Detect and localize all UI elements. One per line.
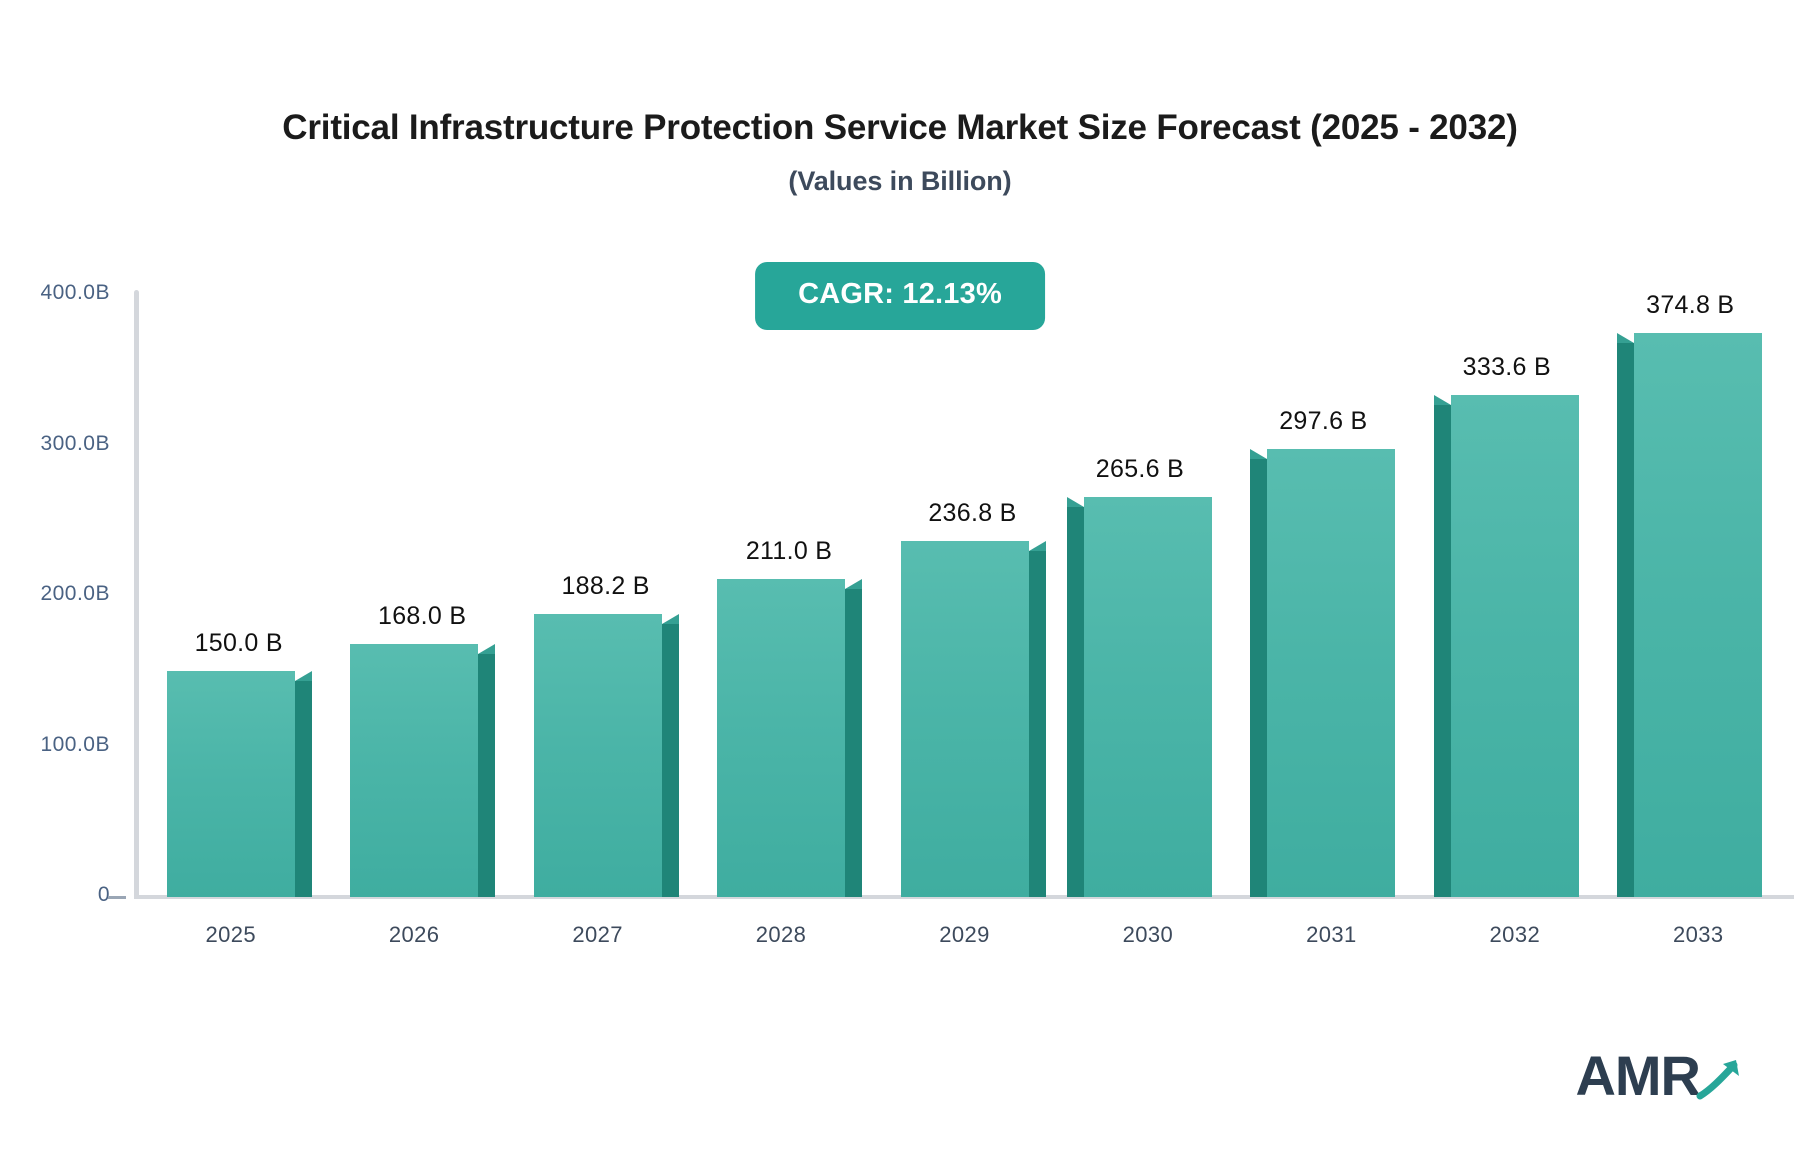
- growth-arrow-icon: [1696, 1056, 1742, 1102]
- bar-face: [166, 671, 295, 897]
- bar-3d-top: [294, 671, 312, 682]
- y-axis-tick-label: 100.0B: [40, 732, 110, 756]
- x-axis-tick-label: 2032: [1489, 922, 1541, 947]
- bar-face: [1634, 332, 1763, 897]
- bar: [533, 613, 679, 897]
- bar-3d-side: [845, 589, 863, 897]
- bar-value-label: 297.6 B: [1279, 407, 1368, 436]
- chart-subtitle: (Values in Billion): [788, 166, 1012, 197]
- bar-3d-side: [661, 623, 679, 897]
- bar-face: [717, 579, 846, 897]
- bar-3d-top: [1066, 497, 1084, 508]
- bar-value-label: 236.8 B: [928, 498, 1017, 527]
- bar-3d-top: [845, 579, 863, 590]
- x-axis-tick-label: 2030: [1122, 922, 1174, 947]
- bar-value-label: 211.0 B: [745, 537, 833, 566]
- y-axis-line: [134, 290, 139, 898]
- bar-face: [533, 613, 662, 897]
- x-axis-tick-label: 2031: [1306, 922, 1357, 947]
- bar: [717, 579, 863, 897]
- bar-value-label: 150.0 B: [194, 629, 283, 658]
- amr-logo: AMR: [1575, 1048, 1742, 1104]
- bar-face: [350, 644, 479, 897]
- x-axis-line: [134, 895, 1794, 899]
- cagr-badge: CAGR: 12.13%: [755, 262, 1045, 330]
- bar-3d-top: [1250, 449, 1268, 460]
- bar-value-label: 188.2 B: [561, 571, 650, 600]
- bar-face: [1450, 394, 1579, 897]
- bar-3d-side: [1066, 507, 1084, 897]
- bar: [900, 540, 1046, 897]
- bar: [1066, 497, 1212, 897]
- bar: [1433, 394, 1579, 897]
- bar-3d-side: [294, 681, 312, 897]
- bar: [350, 644, 496, 897]
- bar-value-label: 168.0 B: [378, 602, 467, 631]
- bar-face: [1267, 449, 1396, 897]
- bar-face: [1083, 497, 1212, 897]
- bar-3d-top: [1028, 540, 1046, 551]
- y-axis-tick-label: 300.0B: [40, 431, 110, 455]
- bar-3d-side: [1433, 404, 1451, 897]
- x-axis-tick-label: 2029: [939, 922, 990, 947]
- bar-value-label: 265.6 B: [1095, 455, 1185, 484]
- bar: [166, 671, 312, 897]
- bar-3d-top: [661, 613, 679, 624]
- bar-3d-side: [1028, 550, 1046, 897]
- y-axis-tick-mark: [108, 896, 126, 899]
- x-axis-tick-label: 2025: [205, 922, 256, 947]
- bar-3d-top: [1617, 332, 1635, 343]
- bar: [1250, 449, 1396, 897]
- bar-3d-side: [1250, 459, 1268, 897]
- x-axis-tick-label: 2028: [755, 922, 807, 947]
- bar: [1617, 332, 1763, 897]
- x-axis-tick-label: 2027: [572, 922, 623, 947]
- chart-title: Critical Infrastructure Protection Servi…: [282, 108, 1518, 147]
- title-block: Critical Infrastructure Protection Servi…: [0, 108, 1800, 197]
- bar-3d-top: [478, 644, 496, 655]
- bar-3d-side: [478, 654, 496, 897]
- amr-logo-text: AMR: [1575, 1044, 1701, 1107]
- y-axis-tick-label: 400.0B: [40, 281, 110, 304]
- x-axis-tick-label: 2026: [388, 922, 440, 947]
- bar-value-label: 374.8 B: [1646, 290, 1735, 319]
- x-axis-tick-label: 2033: [1672, 922, 1724, 947]
- bar-3d-side: [1617, 342, 1635, 897]
- bar-3d-top: [1433, 394, 1451, 405]
- y-axis-tick-label: 0: [97, 883, 110, 906]
- y-axis-tick-label: 200.0B: [40, 582, 110, 605]
- bar-face: [900, 540, 1029, 897]
- bar-value-label: 333.6 B: [1462, 352, 1551, 381]
